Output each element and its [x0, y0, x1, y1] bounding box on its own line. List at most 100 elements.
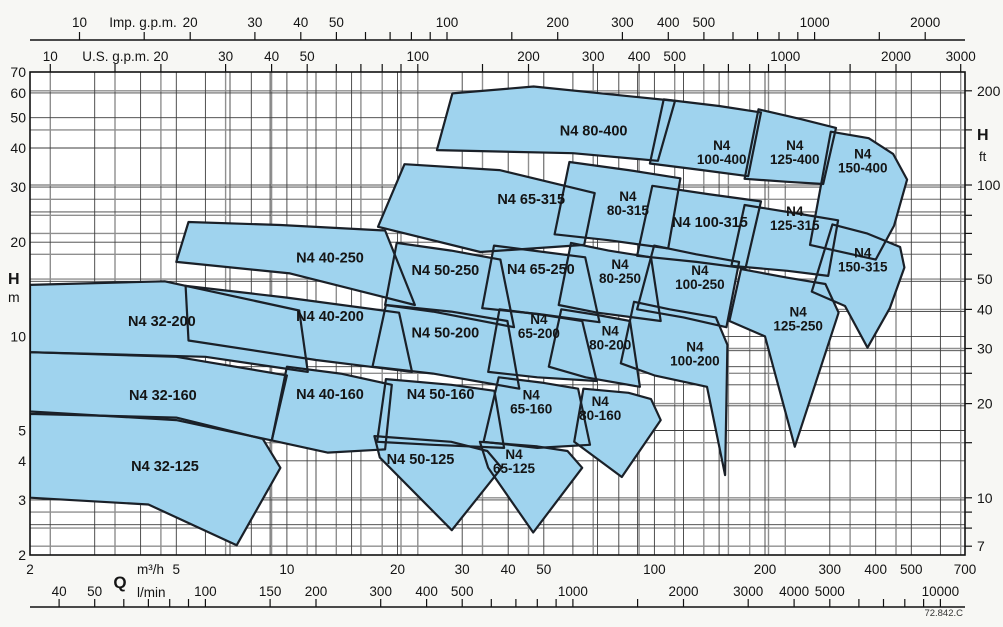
pump-label-N4-100-400: N4: [713, 138, 731, 153]
tick-label: 7: [977, 538, 985, 554]
tick-label: 40: [52, 584, 67, 599]
figure-code: 72.842.C: [924, 608, 963, 619]
pump-label-N4-80-200: 80-200: [589, 338, 631, 353]
pump-envelope-N4-50-200: [372, 305, 520, 389]
pump-label-N4-32-160: N4 32-160: [129, 388, 197, 404]
pump-label-N4-125-400: N4: [786, 138, 804, 153]
tick-label: 30: [977, 341, 993, 357]
tick-label: 40: [10, 140, 26, 156]
pump-label-N4-65-200: N4: [530, 312, 548, 327]
tick-label: 10: [279, 562, 294, 577]
pump-label-N4-150-315: N4: [854, 246, 872, 261]
tick-label: 2000: [668, 584, 698, 599]
pump-envelope-N4-65-160: [483, 377, 590, 448]
pump-label-N4-100-400: 100-400: [697, 152, 747, 167]
pump-label-N4-150-400: 150-400: [838, 161, 888, 176]
tick-label: 700: [954, 562, 977, 577]
axis-left-h-m: 70 60 50 40 30 20 10 5 4 3 2 Hm: [8, 64, 26, 563]
pump-envelope-N4-150-400: [810, 131, 908, 260]
tick-label: 100: [643, 562, 666, 577]
tick-label: 500: [693, 15, 716, 30]
tick-label: 40: [264, 49, 279, 64]
tick-label: 40: [501, 562, 516, 577]
tick-label: 50: [10, 110, 26, 126]
pump-label-N4-65-250: N4 65-250: [507, 262, 575, 278]
tick-label: 2: [18, 547, 26, 563]
tick-label: 200: [517, 49, 540, 64]
tick-label: 50: [536, 562, 551, 577]
pump-label-N4-65-125: 65-125: [493, 461, 536, 476]
pump-label-N4-125-315: N4: [786, 204, 804, 219]
pump-label-N4-80-160: 80-160: [579, 408, 621, 423]
pump-envelope-outlines: [30, 85, 909, 547]
tick-label: 3000: [733, 584, 763, 599]
tick-label: 10: [43, 49, 58, 64]
pump-envelope-labels: N4 32-125 N4 32-160 N4 32-200 N4 40-160 N4 4…: [128, 124, 888, 476]
tick-label: 2000: [881, 49, 911, 64]
tick-label: 500: [663, 49, 686, 64]
tick-label: 200: [305, 584, 328, 599]
tick-label: 1000: [770, 49, 800, 64]
pump-envelope-N4-40-160: [271, 366, 392, 453]
axis-title-h-left: H: [8, 271, 20, 288]
pump-label-N4-100-315: N4 100-315: [672, 215, 748, 231]
tick-label: 2000: [910, 15, 940, 30]
tick-label: 50: [87, 584, 102, 599]
tick-label: 200: [546, 15, 569, 30]
tick-label: 2: [26, 562, 34, 577]
tick-label: 400: [657, 15, 680, 30]
pump-label-N4-100-200: 100-200: [670, 354, 720, 369]
tick-label: 400: [864, 562, 887, 577]
pump-label-N4-40-160: N4 40-160: [296, 387, 364, 403]
pump-label-N4-150-315: 150-315: [838, 260, 888, 275]
tick-label: 20: [153, 49, 168, 64]
pump-label-N4-32-125: N4 32-125: [131, 459, 199, 475]
pump-label-N4-65-315: N4 65-315: [497, 192, 565, 208]
tick-label: 5: [173, 562, 181, 577]
pump-label-N4-125-400: 125-400: [770, 152, 820, 167]
pump-label-N4-50-125: N4 50-125: [387, 452, 455, 468]
pump-envelope-N4-32-160: [30, 352, 287, 441]
pump-label-N4-125-250: 125-250: [773, 319, 823, 334]
tick-label: 10: [977, 490, 993, 506]
pump-label-N4-80-200: N4: [602, 324, 620, 339]
tick-label: 30: [455, 562, 470, 577]
pump-label-N4-65-160: 65-160: [510, 401, 552, 416]
tick-label: 1000: [558, 584, 588, 599]
tick-label: 100: [407, 49, 430, 64]
tick-label: 400: [415, 584, 438, 599]
tick-label: 300: [611, 15, 634, 30]
pump-label-N4-65-200: 65-200: [518, 326, 560, 341]
tick-label: 40: [293, 15, 308, 30]
pump-envelope-N4-100-400: [649, 99, 761, 177]
axis-top-imp-gpm: 10 20 30 40 50 100 200 300 400 500 1000 2000 Imp. g.…: [30, 15, 965, 41]
axis-title-imp-gpm: Imp. g.p.m.: [109, 15, 177, 30]
pump-envelope-N4-65-315: [378, 164, 595, 252]
pump-label-N4-125-250: N4: [789, 305, 807, 320]
pump-envelope-N4-80-200: [548, 309, 640, 387]
tick-label: 4: [18, 453, 26, 469]
tick-label: 20: [390, 562, 405, 577]
pump-envelope-N4-150-315: [811, 224, 905, 348]
pump-label-N4-40-200: N4 40-200: [296, 309, 364, 325]
tick-label: 20: [977, 396, 993, 412]
tick-label: 300: [582, 49, 605, 64]
tick-label: 1000: [800, 15, 830, 30]
tick-label: 100: [194, 584, 217, 599]
pump-label-N4-50-160: N4 50-160: [407, 387, 475, 403]
tick-label: 100: [436, 15, 459, 30]
tick-label: 30: [218, 49, 233, 64]
pump-envelope-N4-80-400: [436, 86, 675, 161]
pump-envelope-N4-32-125: [30, 413, 281, 546]
tick-label: 40: [977, 301, 993, 317]
tick-label: 10000: [922, 584, 960, 599]
pump-label-N4-32-200: N4 32-200: [128, 314, 196, 330]
pump-label-N4-65-160: N4: [523, 387, 541, 402]
tick-label: 20: [183, 15, 198, 30]
pump-label-N4-100-250: 100-250: [675, 277, 725, 292]
tick-label: 100: [977, 177, 1001, 193]
pump-label-N4-65-125: N4: [505, 447, 523, 462]
pump-label-N4-80-315: N4: [619, 189, 637, 204]
tick-label: 30: [247, 15, 262, 30]
